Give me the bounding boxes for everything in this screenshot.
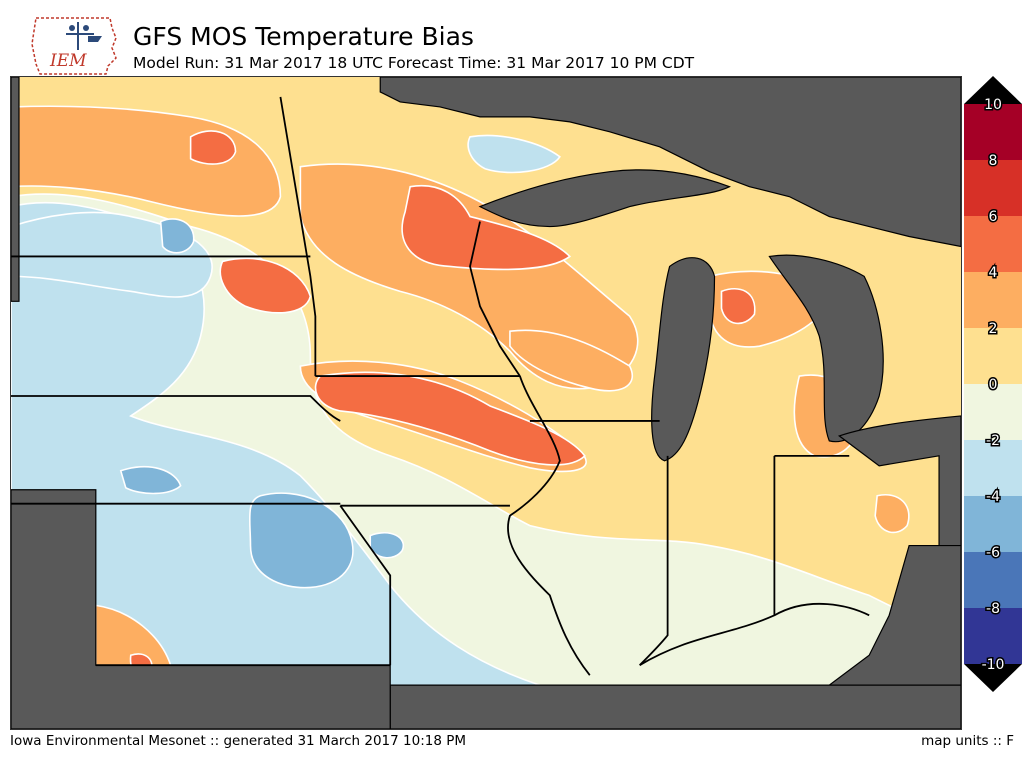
colorbar-tick-label: -8 (986, 601, 1000, 617)
colorbar: 10 8 6 4 2 0 -2 -4 -6 -8 -10 (964, 76, 1022, 692)
colorbar-tick-label: 2 (989, 321, 998, 337)
colorbar-under-arrow (964, 664, 1022, 692)
bias-blob-hot-michigan (720, 287, 756, 325)
bias-blob-cool-lake-superior (467, 134, 561, 174)
bias-blob-hot-north-dakota (189, 130, 237, 165)
colorbar-tick-label: -2 (986, 433, 1000, 449)
map-subtitle: Model Run: 31 Mar 2017 18 UTC Forecast T… (133, 54, 695, 72)
iem-logo: IEM (31, 17, 117, 75)
bias-blob-cold-kansas (248, 492, 354, 589)
colorbar-tick-label: -4 (986, 489, 1000, 505)
boundary-wi-west (469, 221, 521, 377)
mask-canada (379, 77, 961, 248)
mask-west-edge (11, 77, 20, 302)
colorbar-segment (964, 552, 1022, 608)
colorbar-tick-label: 0 (989, 377, 998, 393)
map-title: GFS MOS Temperature Bias (133, 22, 474, 51)
colorbar-segment (964, 160, 1022, 216)
bias-band-warm-wisconsin (509, 329, 633, 392)
bias-blob-hot-minnesota-west (219, 257, 312, 314)
footer-units: map units :: F (921, 733, 1014, 749)
colorbar-segment (964, 104, 1022, 160)
weather-vane-icon (66, 22, 102, 50)
colorbar-segment (964, 272, 1022, 328)
mask-lake-michigan (651, 257, 716, 462)
boundary-sd-ne (11, 395, 341, 422)
bias-blob-cold-dakota (159, 218, 195, 254)
colorbar-over-arrow (964, 76, 1022, 104)
colorbar-segment (964, 328, 1022, 384)
colorbar-segment (964, 440, 1022, 496)
boundary-il-in (639, 455, 669, 666)
temperature-bias-map (10, 76, 962, 730)
footer-credit: Iowa Environmental Mesonet :: generated … (10, 733, 467, 749)
colorbar-tick-label: 6 (989, 209, 998, 225)
colorbar-tick-label: 4 (989, 265, 998, 281)
boundary-mn-west (279, 96, 317, 377)
bias-blob-hot-minnesota-east (401, 184, 572, 271)
logo-text: IEM (49, 51, 87, 71)
colorbar-segment (964, 608, 1022, 664)
colorbar-tick-label: -6 (986, 545, 1000, 561)
bias-blob-hot-iowa (314, 371, 586, 466)
bias-blob-cold-nebraska (119, 466, 182, 495)
colorbar-tick-label: -10 (982, 657, 1005, 673)
boundary-mo-east (339, 505, 392, 666)
colorbar-tick-label: 8 (989, 153, 998, 169)
bias-contours (11, 105, 961, 729)
state-boundaries (11, 96, 870, 676)
mask-lake-superior (478, 169, 731, 228)
boundary-mississippi (507, 375, 591, 676)
bias-blob-warm-indiana (874, 493, 910, 534)
colorbar-segment (964, 384, 1022, 440)
boundary-ohio-river (639, 602, 870, 666)
masked-regions (11, 77, 961, 729)
mask-south-border (389, 684, 961, 729)
colorbar-segment (964, 216, 1022, 272)
mask-lake-huron (768, 254, 884, 443)
colorbar-tick-label: 10 (984, 97, 1002, 113)
colorbar-segment (964, 496, 1022, 552)
